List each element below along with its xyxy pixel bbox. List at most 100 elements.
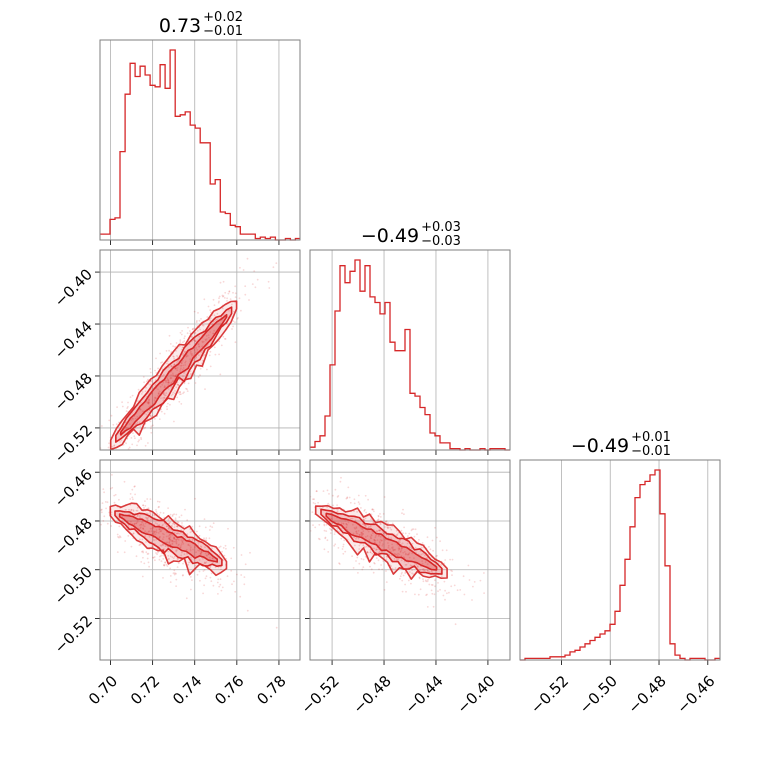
sample-point [379, 535, 382, 538]
sample-point [102, 457, 104, 459]
sample-point [147, 530, 150, 533]
sample-point [170, 364, 172, 367]
sample-point [164, 394, 167, 397]
sample-point [355, 560, 357, 562]
sample-point [397, 558, 400, 561]
sample-point [407, 561, 410, 564]
sample-point [85, 502, 87, 504]
sample-point [181, 540, 184, 543]
y-tick-label: −0.40 [51, 265, 96, 310]
sample-point [166, 408, 169, 411]
sample-point [325, 523, 328, 526]
sample-point [193, 546, 196, 549]
sample-point [168, 529, 171, 531]
sample-point [450, 569, 452, 572]
sample-point [399, 550, 402, 553]
sample-point [244, 293, 247, 296]
sample-point [173, 513, 176, 516]
sample-point [135, 522, 138, 525]
sample-point [405, 552, 407, 555]
sample-point [186, 376, 189, 379]
sample-point [155, 538, 158, 541]
sample-point [141, 391, 144, 393]
sample-point [364, 494, 367, 497]
sample-point [141, 520, 144, 523]
sample-point [175, 350, 177, 352]
sample-point [376, 548, 378, 551]
sample-point [329, 527, 331, 530]
sample-point [218, 353, 221, 356]
sample-point [153, 530, 156, 533]
sample-point [369, 565, 371, 568]
sample-point [110, 511, 113, 514]
param-title-median: −0.49 [361, 225, 419, 247]
sample-point [234, 341, 237, 344]
sample-point [355, 527, 358, 530]
sample-point [197, 354, 200, 357]
sample-point [186, 552, 188, 555]
sample-point [217, 578, 220, 581]
sample-point [395, 534, 398, 537]
sample-point [358, 544, 361, 547]
sample-point [413, 557, 415, 559]
sample-point [391, 522, 394, 525]
sample-point [439, 588, 441, 591]
sample-point [119, 473, 121, 475]
sample-point [198, 534, 201, 537]
sample-point [425, 580, 428, 583]
sample-point [393, 558, 396, 560]
sample-point [156, 523, 159, 525]
sample-point [117, 536, 119, 538]
sample-point [357, 537, 360, 540]
sample-point [142, 527, 145, 530]
sample-point [175, 525, 178, 528]
sample-point [149, 513, 152, 516]
sample-point [148, 530, 151, 533]
sample-point [220, 589, 223, 592]
sample-point [92, 453, 94, 455]
sample-point [340, 537, 343, 540]
sample-point [168, 522, 171, 524]
sample-point [355, 526, 358, 528]
sample-point [103, 491, 105, 494]
sample-point [345, 523, 348, 526]
sample-point [187, 563, 190, 566]
sample-point [160, 554, 163, 557]
sample-point [193, 327, 195, 330]
sample-point [211, 526, 214, 528]
sample-point [326, 506, 329, 508]
sample-point [173, 573, 176, 576]
sample-point [224, 291, 227, 294]
sample-point [152, 526, 155, 529]
sample-point [195, 321, 198, 324]
sample-point [121, 401, 123, 404]
sample-point [193, 349, 196, 351]
sample-point [182, 542, 185, 545]
sample-point [323, 529, 326, 532]
sample-point [178, 393, 181, 396]
sample-point [163, 396, 166, 399]
sample-point [147, 401, 150, 403]
sample-point [129, 396, 132, 398]
sample-point [334, 531, 336, 533]
sample-point [155, 529, 158, 531]
sample-point [101, 460, 103, 462]
sample-point [285, 522, 287, 524]
sample-point [371, 508, 374, 511]
sample-point [331, 518, 333, 521]
panel-frame [309, 249, 511, 451]
sample-point [343, 539, 346, 542]
sample-point [157, 506, 160, 509]
sample-point [385, 570, 387, 572]
sample-point [391, 525, 394, 528]
sample-point [240, 574, 243, 576]
sample-point [176, 355, 178, 357]
sample-point [234, 285, 237, 288]
sample-point [415, 563, 418, 566]
sample-point [324, 536, 327, 539]
sample-point [167, 402, 169, 405]
sample-point [414, 593, 416, 596]
sample-point [211, 557, 214, 560]
sample-point [483, 572, 485, 574]
sample-point [308, 497, 310, 499]
